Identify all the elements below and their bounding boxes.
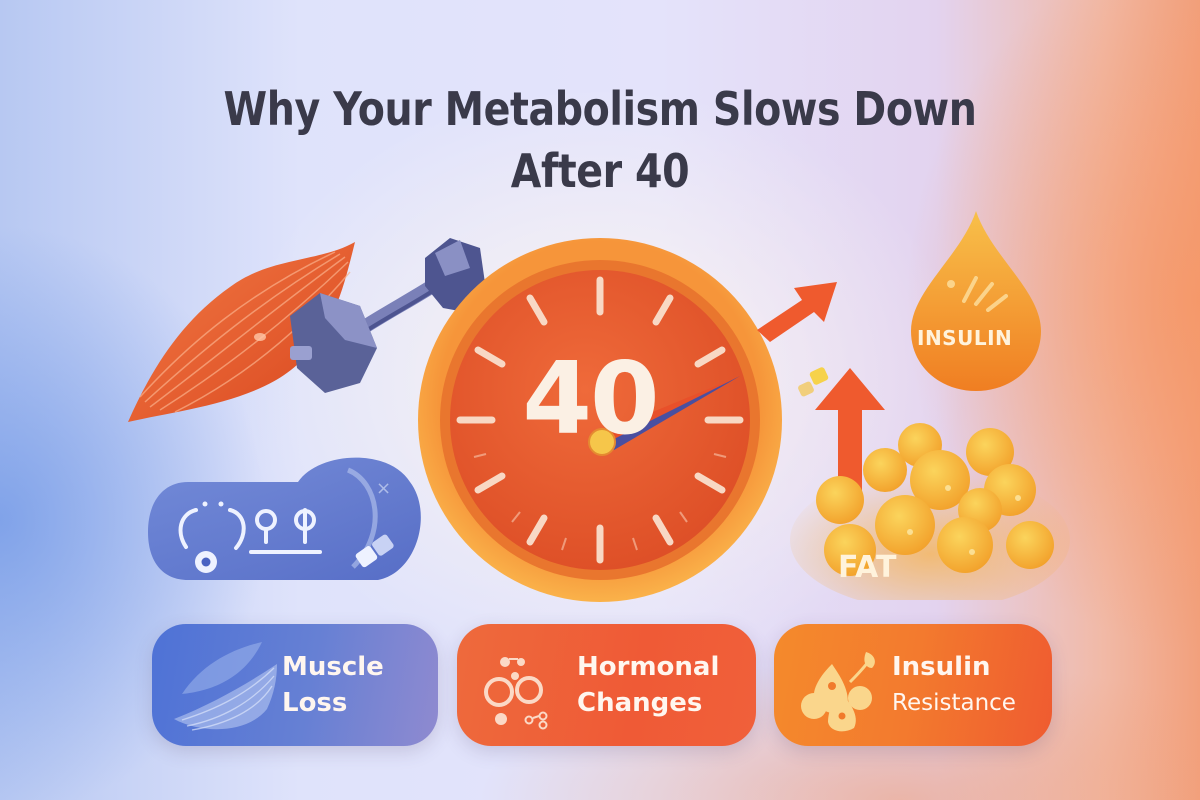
card-hormonal-changes: Hormonal Changes [457,624,756,746]
card-1-line-2: Loss [282,688,348,718]
title-line-1: Why Your Metabolism Slows Down [223,82,977,136]
card-3-line-2: Resistance [892,690,1016,716]
clock-number: 40 [522,340,659,457]
fat-cells-icon [790,410,1070,600]
card-2-line-2: Changes [577,688,703,718]
page-title: Why Your Metabolism Slows Down After 40 [84,78,1116,202]
muscle-icon [120,232,380,432]
arrow-up-right-icon [752,270,852,350]
card-insulin-resistance: Insulin Resistance [774,624,1052,746]
card-muscle-loss: Muscle Loss [152,624,438,746]
dumbbell-icon [285,228,485,408]
title-line-2: After 40 [510,144,690,198]
insulin-label: INSULIN [917,326,1013,350]
hormone-symbols-icon: × [148,452,428,592]
molecule-icon [457,624,577,746]
muscle-fiber-icon [152,624,282,746]
svg-text:×: × [376,478,391,499]
sugar-cubes-icon [795,365,835,405]
arrow-up-icon [810,368,890,508]
card-1-line-1: Muscle [282,652,384,682]
fat-label: FAT [838,550,897,585]
card-3-line-1: Insulin [892,652,991,682]
card-2-line-1: Hormonal [577,652,720,682]
stopwatch-icon [412,232,792,612]
insulin-drop-icon [906,206,1046,396]
fat-drop-icon [774,624,892,746]
